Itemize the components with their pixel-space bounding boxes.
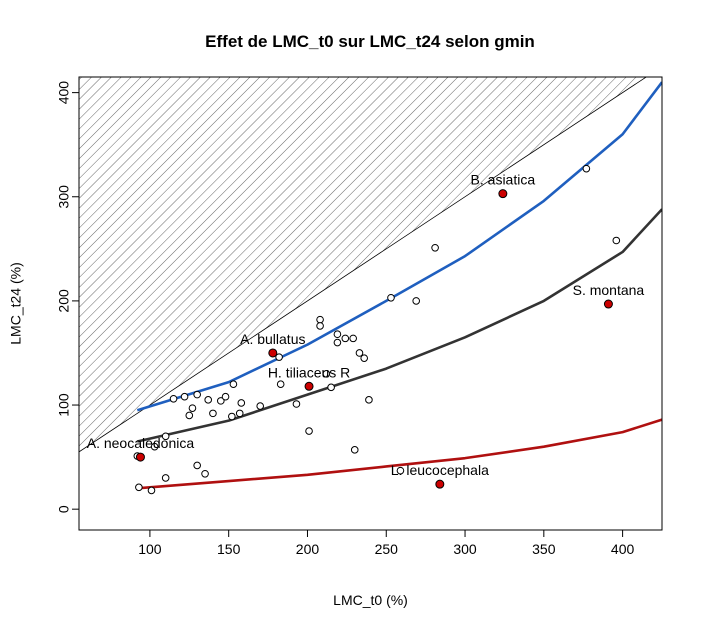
x-axis-label: LMC_t0 (%) [333, 592, 408, 608]
data-point [350, 446, 359, 454]
data-point [228, 412, 236, 421]
data-point [412, 297, 420, 305]
data-point [305, 427, 313, 435]
x-tick-label: 300 [453, 541, 477, 557]
data-point [201, 469, 209, 478]
point-labels: A. neocaledonica A. bullatus H. tiliaceus … [87, 172, 645, 479]
point-label: L. leucocephala [391, 462, 489, 478]
highlighted-point [268, 348, 278, 358]
data-point [204, 396, 213, 404]
data-point [161, 474, 170, 482]
highlighted-point [304, 381, 314, 391]
data-point [135, 483, 143, 492]
data-point [169, 394, 178, 403]
data-point [365, 396, 373, 404]
x-tick-label: 100 [138, 541, 162, 557]
point-label: H. tiliaceus R [268, 364, 350, 380]
data-point [161, 432, 170, 441]
data-point [327, 383, 335, 392]
data-point [276, 380, 285, 389]
data-point [180, 392, 189, 401]
data-point [193, 461, 201, 470]
x-axis: 100 150 200 250 300 350 400 [138, 529, 635, 557]
data-point [316, 315, 324, 324]
highlighted-point [435, 479, 445, 489]
data-point [316, 322, 324, 330]
data-point [193, 390, 201, 399]
point-label: A. bullatus [240, 331, 305, 347]
data-point [256, 402, 265, 410]
chart-title: Effet de LMC_t0 sur LMC_t24 selon gmin [205, 32, 535, 51]
data-point [217, 397, 225, 405]
data-point [355, 349, 364, 357]
y-axis: 0 100 200 300 400 [56, 81, 80, 513]
data-point [237, 399, 246, 407]
x-tick-label: 200 [296, 541, 320, 557]
x-tick-label: 350 [532, 541, 556, 557]
data-point [209, 409, 217, 418]
data-point [292, 400, 301, 408]
data-point [360, 354, 368, 362]
y-tick-label: 400 [56, 81, 72, 105]
data-point [582, 164, 591, 173]
x-tick-label: 400 [611, 541, 635, 557]
plot-area [79, 77, 662, 495]
y-tick-label: 200 [56, 289, 72, 313]
point-label: B. asiatica [471, 172, 536, 188]
data-point [322, 369, 331, 378]
highlighted-point [603, 299, 613, 309]
highlighted-point [498, 189, 508, 199]
data-point [185, 411, 194, 420]
y-tick-label: 100 [56, 393, 72, 417]
data-point [341, 334, 350, 343]
data-point [235, 409, 244, 418]
points [133, 164, 621, 495]
curve-1 [136, 81, 662, 412]
data-point [333, 330, 342, 339]
data-point [333, 338, 342, 347]
x-tick-label: 150 [217, 541, 241, 557]
data-point [275, 353, 283, 361]
data-point [150, 442, 159, 451]
data-point [147, 486, 156, 495]
point-label: S. montana [573, 282, 645, 298]
x-tick-label: 250 [375, 541, 399, 557]
data-point [188, 404, 197, 412]
data-point [221, 392, 230, 401]
data-point [349, 334, 357, 343]
data-point [396, 466, 405, 475]
y-tick-label: 0 [56, 505, 72, 513]
data-point [431, 243, 439, 252]
highlighted-point [135, 452, 145, 462]
data-point [612, 236, 621, 245]
point-label: A. neocaledonica [87, 435, 195, 451]
data-point [229, 380, 238, 389]
y-tick-label: 300 [56, 185, 72, 209]
curve-3 [137, 418, 662, 490]
data-point [387, 293, 395, 302]
y-axis-label: LMC_t24 (%) [8, 262, 24, 344]
hatched-region [79, 77, 647, 453]
